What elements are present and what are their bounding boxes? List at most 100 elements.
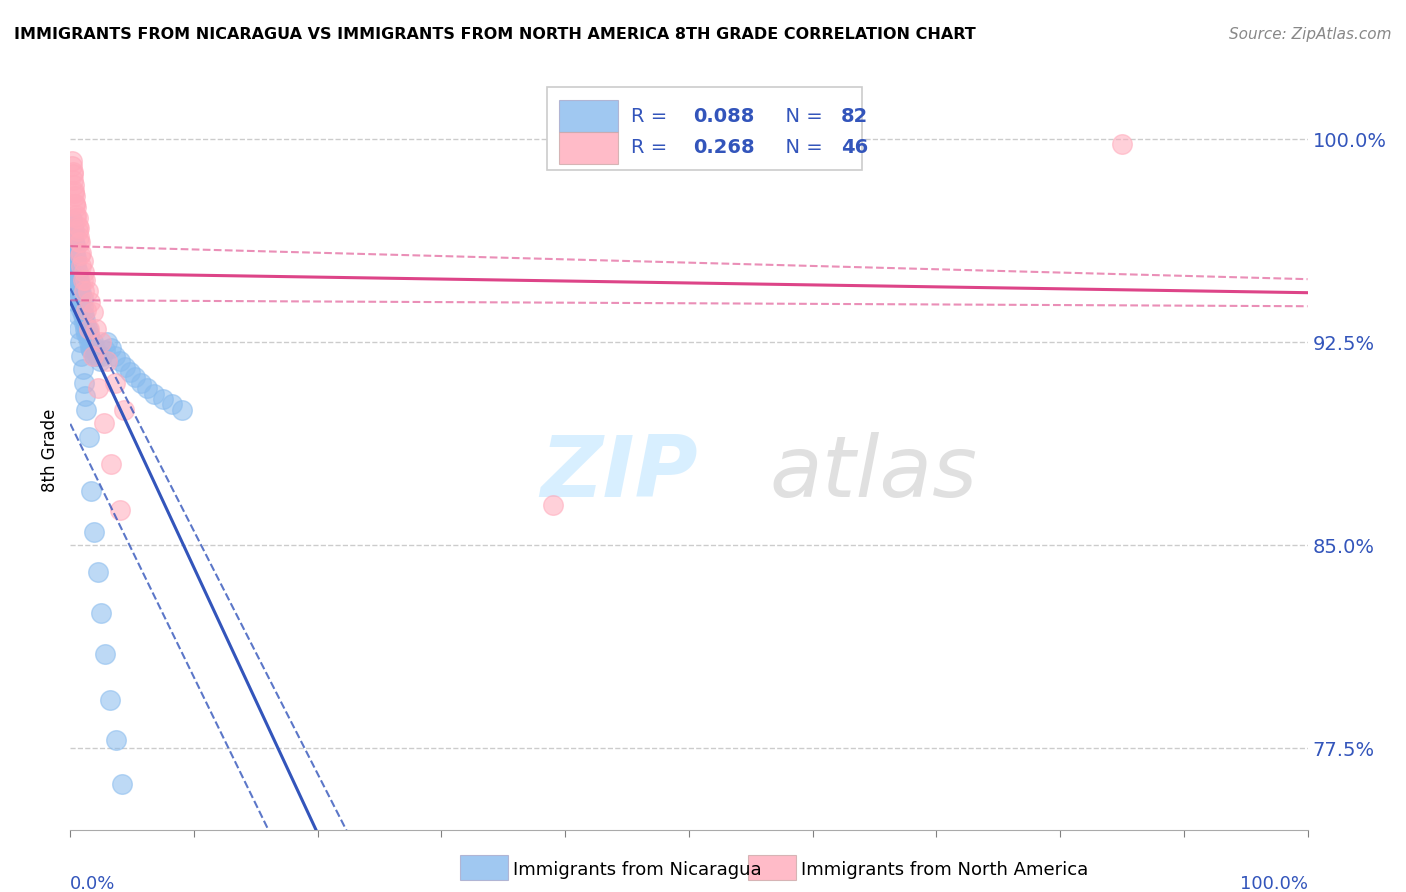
Point (60, 153, 83, 168)
Text: 82: 82 (841, 106, 869, 126)
Point (105, 733, 128, 747)
Point (66, 281, 89, 295)
Point (91, 349, 114, 363)
Point (67, 273, 90, 287)
Point (72, 362, 94, 376)
Point (62, 227, 84, 241)
Point (82, 335, 104, 350)
Point (82, 349, 104, 363)
Point (75, 313, 97, 327)
Point (77, 430, 100, 444)
Point (69, 248, 91, 262)
Point (70, 245, 93, 260)
Point (65, 237, 87, 252)
Point (86, 566, 108, 580)
Point (96, 354, 118, 368)
Point (65, 281, 87, 295)
Point (70, 302, 93, 317)
Point (84, 341, 107, 355)
Point (108, 354, 131, 368)
Point (73, 376, 96, 390)
Point (72, 253, 94, 268)
Point (76, 329, 98, 343)
Point (72, 292, 94, 306)
Point (62, 164, 84, 178)
Point (72, 273, 94, 287)
Point (69, 294, 91, 309)
Point (75, 302, 97, 317)
Point (73, 316, 96, 330)
Text: 0.088: 0.088 (693, 106, 754, 126)
Point (67, 229, 90, 244)
Point (70, 286, 93, 301)
Point (75, 389, 97, 403)
Point (84, 321, 107, 335)
Point (72, 308, 94, 322)
Point (63, 245, 86, 260)
Point (104, 349, 127, 363)
Point (160, 397, 183, 411)
Point (79, 341, 101, 355)
Point (118, 365, 141, 379)
Point (124, 370, 146, 384)
Point (73, 265, 96, 279)
Point (93, 417, 115, 431)
Point (60, 240, 83, 254)
Point (70, 349, 93, 363)
Point (77, 335, 100, 350)
Point (69, 286, 91, 301)
Point (73, 308, 96, 322)
Point (75, 273, 97, 287)
Point (90, 606, 112, 620)
Point (63, 235, 86, 249)
Point (86, 381, 108, 395)
Point (96, 335, 118, 350)
Text: Source: ZipAtlas.com: Source: ZipAtlas.com (1229, 27, 1392, 42)
Point (98, 692, 121, 706)
Point (63, 268, 86, 282)
Text: Immigrants from Nicaragua: Immigrants from Nicaragua (513, 861, 762, 879)
Point (170, 402, 193, 417)
Text: R =: R = (631, 106, 673, 126)
Point (77, 321, 100, 335)
Point (69, 278, 91, 293)
Point (67, 281, 90, 295)
Point (65, 251, 87, 265)
Text: N =: N = (773, 106, 830, 126)
Point (89, 354, 111, 368)
Point (65, 253, 87, 268)
Point (62, 167, 84, 181)
Point (83, 349, 105, 363)
Point (100, 341, 122, 355)
Point (73, 284, 96, 298)
Text: atlas: atlas (769, 432, 977, 515)
Point (108, 503, 131, 517)
Point (70, 294, 93, 309)
Text: R =: R = (631, 138, 673, 158)
Point (70, 260, 93, 274)
Point (67, 235, 90, 249)
Point (69, 335, 91, 350)
Point (80, 343, 103, 358)
Text: 100.0%: 100.0% (1240, 875, 1308, 892)
Point (69, 235, 91, 249)
Point (66, 224, 89, 238)
Point (76, 321, 98, 335)
Point (82, 305, 104, 319)
Point (111, 776, 134, 790)
Point (60, 213, 83, 227)
Point (60, 159, 83, 173)
Point (100, 457, 122, 471)
Point (65, 211, 87, 225)
Point (66, 308, 89, 322)
Point (541, 498, 564, 512)
Point (67, 221, 90, 235)
Point (65, 197, 87, 211)
Point (65, 260, 87, 274)
FancyBboxPatch shape (560, 100, 619, 132)
Point (65, 294, 87, 309)
Point (65, 200, 87, 214)
Point (67, 321, 90, 335)
Point (75, 326, 97, 341)
Point (63, 224, 86, 238)
